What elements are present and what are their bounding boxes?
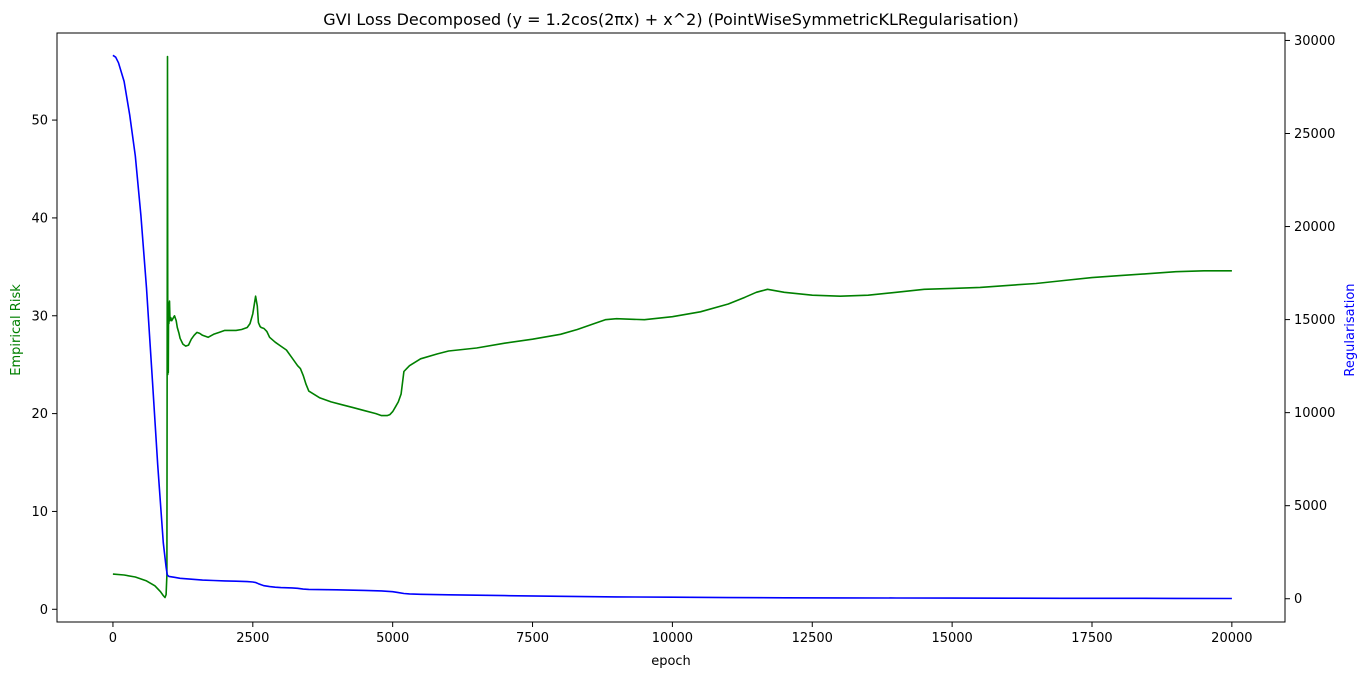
- y-right-tick-label: 20000: [1294, 220, 1335, 235]
- x-tick-label: 0: [109, 631, 117, 646]
- x-tick-label: 17500: [1071, 631, 1112, 646]
- x-tick-label: 10000: [652, 631, 693, 646]
- x-tick-label: 5000: [376, 631, 409, 646]
- series-line-empirical-risk: [112, 55, 1232, 599]
- x-axis: 0 2500 5000 7500 10000 12500 15000 17500 20000: [109, 622, 1253, 646]
- y-left-tick-label: 10: [31, 505, 48, 520]
- y-right-tick-label: 30000: [1294, 34, 1335, 49]
- y-right-tick-label: 0: [1294, 592, 1302, 607]
- y-axis-left: 0 10 20 30 40 50: [31, 114, 57, 618]
- series-layer: [112, 54, 1232, 600]
- y-left-tick-label: 30: [31, 309, 48, 324]
- series-line-regularisation: [112, 54, 1232, 600]
- x-tick-label: 15000: [931, 631, 972, 646]
- x-tick-label: 12500: [792, 631, 833, 646]
- x-tick-label: 7500: [516, 631, 549, 646]
- y-left-tick-label: 0: [40, 603, 48, 618]
- y-right-tick-label: 10000: [1294, 406, 1335, 421]
- y-right-tick-label: 25000: [1294, 127, 1335, 142]
- y-axis-right-title: Regularisation: [1343, 283, 1358, 376]
- y-right-tick-label: 15000: [1294, 313, 1335, 328]
- chart-title: GVI Loss Decomposed (y = 1.2cos(2πx) + x…: [323, 10, 1018, 29]
- y-right-tick-label: 5000: [1294, 499, 1327, 514]
- x-tick-label: 20000: [1211, 631, 1252, 646]
- x-tick-label: 2500: [236, 631, 269, 646]
- y-axis-right: 0 5000 10000 15000 20000 25000 30000: [1285, 34, 1335, 607]
- y-left-tick-label: 20: [31, 407, 48, 422]
- y-left-tick-label: 40: [31, 211, 48, 226]
- plot-frame: [56, 32, 1286, 623]
- x-axis-title: epoch: [651, 654, 691, 669]
- y-axis-left-title: Empirical Risk: [9, 284, 24, 376]
- y-left-tick-label: 50: [31, 114, 48, 129]
